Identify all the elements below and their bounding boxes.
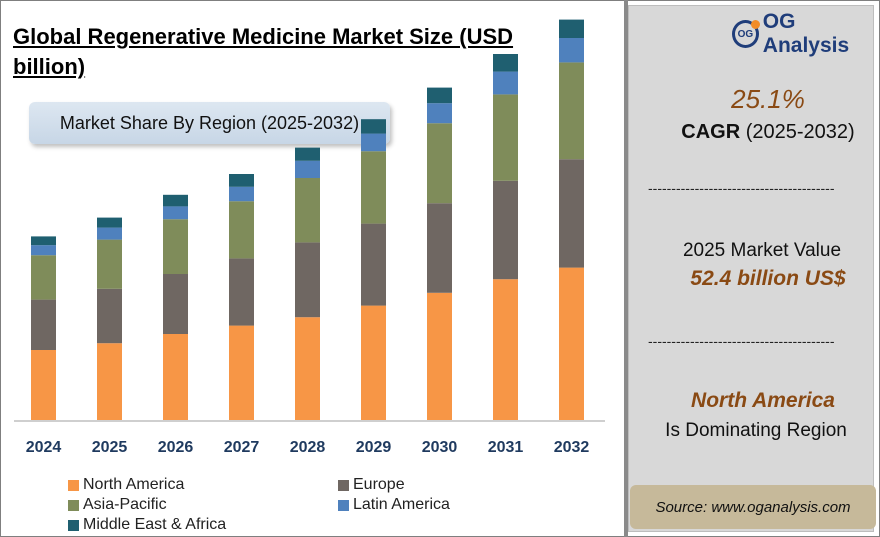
x-tick-label: 2030 [422, 439, 458, 456]
source-box: Source: www.oganalysis.com [630, 485, 876, 529]
bar-2032-europe [559, 159, 584, 268]
bar-2030-latin-america [427, 103, 452, 124]
bar-2024-europe [31, 299, 56, 350]
x-tick-label: 2027 [224, 439, 260, 456]
bar-group [31, 19, 584, 420]
bar-2028-north-america [295, 317, 320, 420]
x-tick-label: 2025 [92, 439, 128, 456]
market-value-label: 2025 Market Value [682, 240, 842, 261]
bar-2030-europe [427, 203, 452, 293]
bar-2027-asia-pacific [229, 201, 254, 259]
bar-2024-latin-america [31, 245, 56, 256]
bar-2028-asia-pacific [295, 178, 320, 243]
divider-top: ---------------------------------------- [648, 180, 835, 196]
bar-2028-middle-east-africa [295, 147, 320, 161]
bar-2029-latin-america [361, 133, 386, 152]
bar-2030-middle-east-africa [427, 87, 452, 104]
bar-2026-latin-america [163, 206, 188, 220]
legend-label: Middle East & Africa [83, 516, 227, 533]
bar-2025-middle-east-africa [97, 217, 122, 228]
bar-2024-north-america [31, 350, 56, 420]
legend-swatch [68, 499, 79, 511]
bar-2025-north-america [97, 343, 122, 420]
legend-label: Latin America [353, 496, 450, 513]
x-tick-label: 2026 [158, 439, 194, 456]
cagr-label-row: CAGR (2025-2032) [628, 121, 880, 144]
legend-label: Europe [353, 476, 405, 493]
og-analysis-logo: OG OG Analysis [732, 10, 880, 58]
bar-2024-middle-east-africa [31, 236, 56, 246]
logo-badge-icon: OG [732, 20, 760, 48]
bar-2029-asia-pacific [361, 151, 386, 224]
bar-2029-north-america [361, 305, 386, 420]
bar-2025-europe [97, 288, 122, 344]
legend-label: Asia-Pacific [83, 496, 167, 513]
bar-2027-latin-america [229, 186, 254, 202]
bar-2031-latin-america [493, 71, 518, 95]
chart-legend: North America Europe Asia-Pacific Latin … [68, 476, 488, 536]
panel-divider-bar [624, 0, 628, 537]
bar-2026-europe [163, 274, 188, 334]
bar-2031-asia-pacific [493, 94, 518, 181]
x-tick-label: 2028 [290, 439, 326, 456]
market-value: 52.4 billion US$ [690, 267, 846, 290]
cagr-label: CAGR [681, 121, 741, 143]
bar-2028-latin-america [295, 160, 320, 178]
bar-2028-europe [295, 242, 320, 318]
dominating-region-label: Is Dominating Region [665, 420, 847, 441]
cagr-period: (2025-2032) [745, 121, 855, 143]
bar-2030-asia-pacific [427, 123, 452, 204]
bar-2031-europe [493, 180, 518, 280]
bar-2032-north-america [559, 267, 584, 420]
legend-swatch [68, 519, 79, 531]
legend-item-asia-pacific: Asia-Pacific [68, 496, 167, 514]
bar-2029-middle-east-africa [361, 119, 386, 134]
dominating-region-name: North America [691, 389, 835, 412]
bar-2027-europe [229, 258, 254, 326]
legend-item-middle-east-africa: Middle East & Africa [68, 516, 226, 534]
x-tick-label: 2032 [554, 439, 590, 456]
x-tick-label: 2029 [356, 439, 392, 456]
bar-2032-latin-america [559, 38, 584, 63]
chart-subtitle: Market Share By Region (2025-2032) [29, 102, 390, 144]
legend-item-latin-america: Latin America [338, 496, 450, 514]
legend-swatch [338, 499, 349, 511]
legend-item-europe: Europe [338, 476, 405, 494]
x-tick-label: 2024 [26, 439, 62, 456]
legend-label: North America [83, 476, 185, 493]
bar-2032-middle-east-africa [559, 19, 584, 38]
bar-2030-north-america [427, 292, 452, 420]
x-tick-labels: 2024 2025 2026 2027 2028 2029 2030 2031 2032 [26, 439, 590, 456]
bar-2027-middle-east-africa [229, 174, 254, 187]
bar-2025-latin-america [97, 227, 122, 240]
summary-panel [628, 5, 874, 532]
bar-2026-middle-east-africa [163, 194, 188, 207]
cagr-value: 25.1% [731, 84, 805, 114]
bar-2027-north-america [229, 325, 254, 420]
divider-bottom: ---------------------------------------- [648, 333, 835, 349]
legend-swatch [338, 479, 349, 491]
bar-2032-asia-pacific [559, 62, 584, 160]
legend-item-north-america: North America [68, 476, 184, 494]
legend-swatch [68, 479, 79, 491]
bar-2029-europe [361, 223, 386, 306]
bar-2031-north-america [493, 279, 518, 420]
bar-2026-north-america [163, 334, 188, 420]
bar-2025-asia-pacific [97, 239, 122, 289]
logo-text: OG Analysis [762, 10, 850, 57]
page-title: Global Regenerative Medicine Market Size… [13, 24, 514, 79]
bar-2024-asia-pacific [31, 255, 56, 300]
bar-2031-middle-east-africa [493, 54, 518, 72]
x-tick-label: 2031 [488, 439, 524, 456]
stacked-bar-chart: 2024 2025 2026 2027 2028 2029 2030 2031 2032 [14, 19, 605, 456]
bar-2026-asia-pacific [163, 219, 188, 274]
